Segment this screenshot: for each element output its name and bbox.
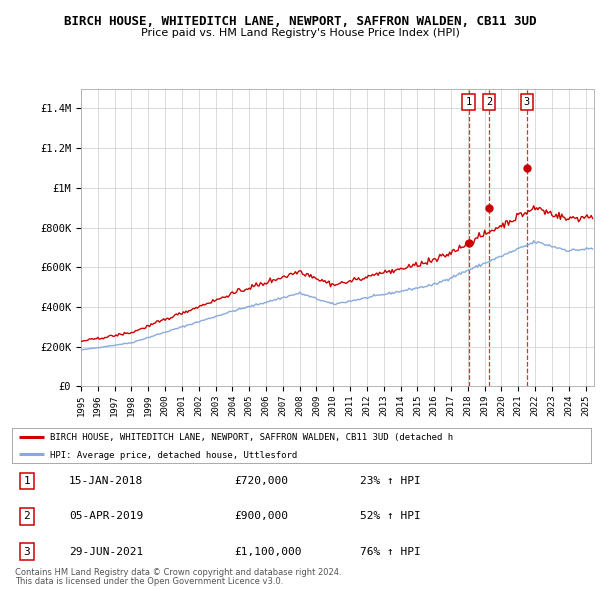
Text: £1,100,000: £1,100,000 [234,547,302,556]
Text: 1: 1 [466,97,472,107]
Text: £900,000: £900,000 [234,512,288,521]
Text: 52% ↑ HPI: 52% ↑ HPI [360,512,421,521]
Text: 05-APR-2019: 05-APR-2019 [69,512,143,521]
Text: 15-JAN-2018: 15-JAN-2018 [69,476,143,486]
Text: 3: 3 [23,547,31,556]
Text: Contains HM Land Registry data © Crown copyright and database right 2024.: Contains HM Land Registry data © Crown c… [15,568,341,577]
Text: HPI: Average price, detached house, Uttlesford: HPI: Average price, detached house, Uttl… [50,451,297,460]
Text: 3: 3 [523,97,530,107]
Text: 23% ↑ HPI: 23% ↑ HPI [360,476,421,486]
Text: 1: 1 [23,476,31,486]
Text: 76% ↑ HPI: 76% ↑ HPI [360,547,421,556]
Text: BIRCH HOUSE, WHITEDITCH LANE, NEWPORT, SAFFRON WALDEN, CB11 3UD: BIRCH HOUSE, WHITEDITCH LANE, NEWPORT, S… [64,15,536,28]
Text: 2: 2 [23,512,31,521]
Text: BIRCH HOUSE, WHITEDITCH LANE, NEWPORT, SAFFRON WALDEN, CB11 3UD (detached h: BIRCH HOUSE, WHITEDITCH LANE, NEWPORT, S… [50,433,453,442]
Text: 2: 2 [486,97,493,107]
Text: £720,000: £720,000 [234,476,288,486]
Text: 29-JUN-2021: 29-JUN-2021 [69,547,143,556]
Text: This data is licensed under the Open Government Licence v3.0.: This data is licensed under the Open Gov… [15,577,283,586]
Text: Price paid vs. HM Land Registry's House Price Index (HPI): Price paid vs. HM Land Registry's House … [140,28,460,38]
